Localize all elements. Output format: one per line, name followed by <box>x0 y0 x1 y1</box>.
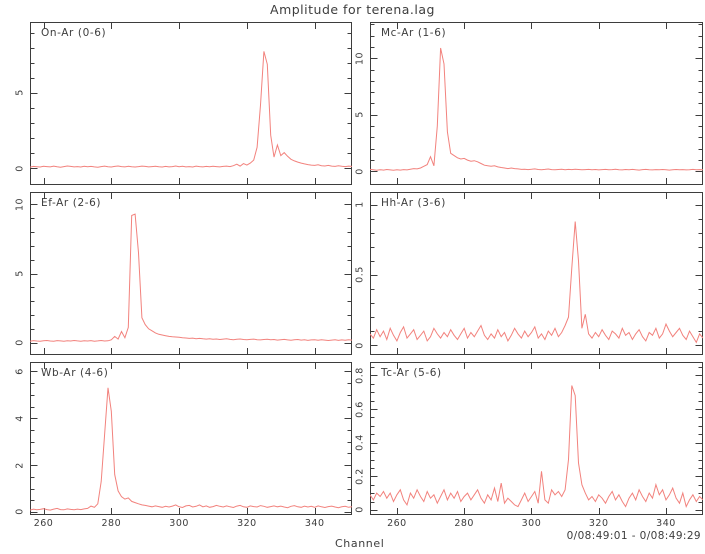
tick-marks <box>31 363 351 514</box>
trace-line <box>30 51 352 168</box>
x-tick-label: 280 <box>101 518 122 529</box>
y-tick-label: 5 <box>14 89 26 97</box>
panel-label: Ef-Ar (2-6) <box>41 197 102 209</box>
x-tick-label: 300 <box>169 518 189 529</box>
panel-canvas <box>30 192 352 355</box>
y-tick-label: 1 <box>354 201 366 208</box>
panel-mc-ar: Mc-Ar (1-6) <box>370 22 703 185</box>
y-tick-label: 10 <box>354 51 366 65</box>
plot-title: Amplitude for terena.lag <box>270 2 435 17</box>
panel-label: Wb-Ar (4-6) <box>41 367 109 379</box>
panel-canvas <box>370 22 703 185</box>
panel-tc-ar: Tc-Ar (5-6) <box>370 362 703 515</box>
x-tick-label: 260 <box>387 518 407 529</box>
panel-hh-ar: Hh-Ar (3-6) <box>370 192 703 355</box>
x-tick-label: 340 <box>656 518 676 529</box>
panel-frame <box>370 192 703 355</box>
trace-line <box>370 47 703 171</box>
trace-line <box>30 213 352 342</box>
panel-on-ar: On-Ar (0-6) <box>30 22 352 185</box>
panel-frame <box>30 22 352 185</box>
tick-marks <box>31 193 351 354</box>
x-tick-label: 260 <box>33 518 54 529</box>
panel-canvas <box>370 192 703 355</box>
tick-marks <box>371 23 702 184</box>
y-tick-label: 0.8 <box>354 367 366 384</box>
x-tick-label: 320 <box>237 518 257 529</box>
panel-label: Tc-Ar (5-6) <box>381 367 442 379</box>
y-tick-label: 6 <box>14 368 26 375</box>
x-tick-label: 320 <box>588 518 609 529</box>
panel-frame <box>30 362 352 515</box>
panel-frame <box>370 362 703 515</box>
panel-label: On-Ar (0-6) <box>41 27 107 39</box>
trace-line <box>30 387 352 511</box>
panel-wb-ar: Wb-Ar (4-6) <box>30 362 352 515</box>
panel-canvas <box>370 362 703 515</box>
panel-canvas <box>30 22 352 185</box>
trace-line <box>370 385 703 509</box>
panel-frame <box>370 22 703 185</box>
x-tick-label: 280 <box>454 518 474 529</box>
time-range-label: 0/08:49:01 - 0/08:49:29 <box>566 530 701 542</box>
y-tick-label: 10 <box>14 197 26 211</box>
tick-marks <box>371 363 702 514</box>
panel-label: Mc-Ar (1-6) <box>381 27 447 39</box>
panel-canvas <box>30 362 352 515</box>
x-tick-label: 340 <box>304 518 325 529</box>
trace-line <box>370 221 703 344</box>
x-axis-label: Channel <box>335 537 385 550</box>
panel-ef-ar: Ef-Ar (2-6) <box>30 192 352 355</box>
panel-frame <box>30 192 352 355</box>
panel-label: Hh-Ar (3-6) <box>381 197 446 209</box>
tick-marks <box>371 193 702 354</box>
tick-marks <box>31 23 351 184</box>
x-tick-label: 300 <box>521 518 542 529</box>
